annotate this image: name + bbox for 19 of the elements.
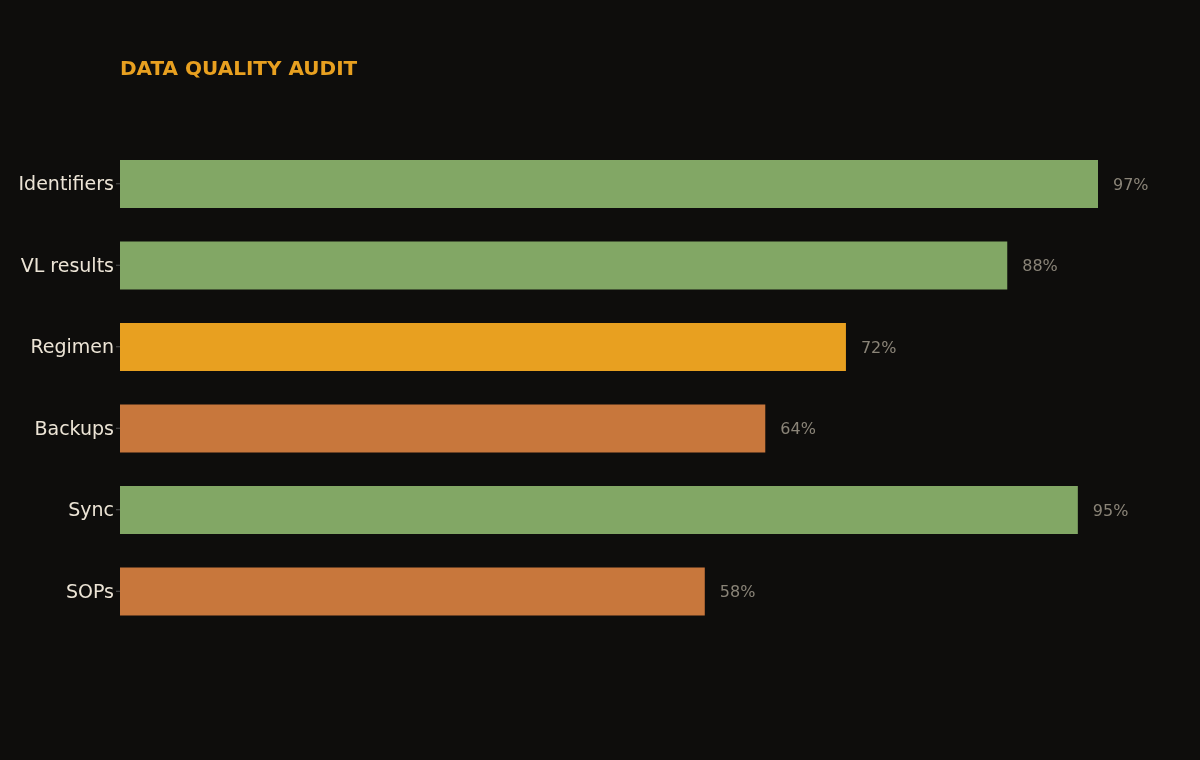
y-tick-label: Backups bbox=[34, 416, 114, 439]
bar bbox=[120, 323, 846, 371]
data-label: 95% bbox=[1092, 500, 1129, 520]
bar bbox=[120, 160, 1098, 208]
bar bbox=[120, 241, 1008, 290]
data-label: 58% bbox=[719, 582, 756, 602]
data-label: 64% bbox=[780, 419, 816, 439]
chart-title: DATA QUALITY AUDIT bbox=[120, 56, 358, 80]
data-label: 72% bbox=[860, 337, 897, 357]
y-tick-label: Regimen bbox=[30, 335, 114, 358]
bar bbox=[120, 567, 705, 616]
y-tick-label: Identifiers bbox=[18, 172, 114, 195]
bar bbox=[120, 486, 1078, 534]
data-label: 97% bbox=[1113, 174, 1149, 194]
y-tick-label: Sync bbox=[68, 498, 114, 521]
data-label: 88% bbox=[1022, 256, 1058, 276]
y-tick-label: SOPs bbox=[65, 579, 114, 602]
y-tick-label: VL results bbox=[20, 253, 114, 276]
bar bbox=[120, 404, 766, 453]
